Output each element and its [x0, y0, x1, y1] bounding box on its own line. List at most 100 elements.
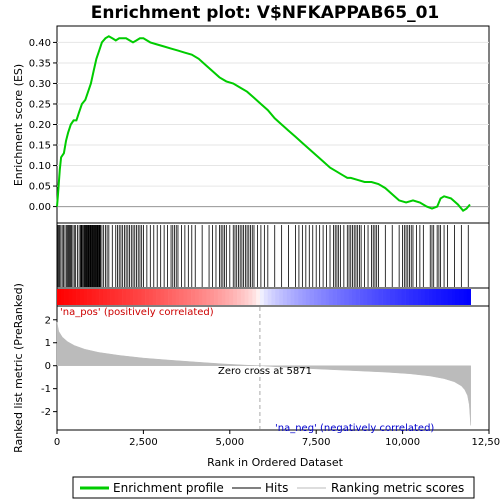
heatmap-cell [156, 289, 161, 305]
heatmap-cell [133, 289, 138, 305]
na-neg-label: 'na_neg' (negatively correlated) [275, 423, 434, 434]
heatmap-cell [129, 289, 134, 305]
heatmap-cell [210, 289, 215, 305]
heatmap-cell [110, 289, 115, 305]
es-tick-label: 0.40 [29, 38, 51, 49]
heatmap-cell [114, 289, 119, 305]
heatmap-cell [171, 289, 177, 305]
heatmap-cell [463, 289, 468, 305]
heatmap-cell [102, 289, 108, 305]
heatmap-cell [409, 289, 414, 305]
heatmap-cell [286, 289, 291, 305]
hit-marks [57, 225, 469, 287]
heatmap-cell [152, 289, 157, 305]
heatmap-cell [217, 289, 223, 305]
legend-box [72, 476, 475, 499]
heatmap-cell [359, 289, 364, 305]
heatmap-cell [179, 289, 184, 305]
metric-tick-label: 0 [45, 361, 51, 372]
metric-tick-label: 1 [45, 338, 51, 349]
heatmap-cell [363, 289, 368, 305]
heatmap-cell [267, 289, 272, 305]
heatmap-cell [466, 289, 471, 305]
heatmap-cell [76, 289, 81, 305]
es-y-axis-label: Enrichment score (ES) [12, 64, 25, 186]
heatmap-cell [371, 289, 376, 305]
es-tick-label: 0.25 [29, 99, 51, 110]
es-tick-label: 0.35 [29, 58, 51, 69]
heatmap-cell [60, 289, 65, 305]
heatmap-cell [382, 289, 387, 305]
heatmap-cell [145, 289, 150, 305]
heatmap-cell [405, 289, 410, 305]
heatmap-cell [72, 289, 77, 305]
x-axis-label: Rank in Ordered Dataset [207, 456, 344, 469]
heatmap-cell [451, 289, 456, 305]
heatmap-cell [106, 289, 111, 305]
heatmap-cell [325, 289, 330, 305]
heatmap-cell [221, 289, 226, 305]
ranked-metric-fill [56, 322, 471, 426]
heatmap-cell [125, 289, 131, 305]
heatmap-cell [263, 289, 268, 305]
na-pos-label: 'na_pos' (positively correlated) [60, 307, 214, 318]
es-tick-label: 0.30 [29, 79, 51, 90]
heatmap-cell [191, 289, 196, 305]
heatmap-cell [248, 289, 253, 305]
metric-tick-label: -1 [41, 384, 51, 395]
heatmap-cell [68, 289, 73, 305]
heatmap-cell [344, 289, 349, 305]
es-tick-label: 0.20 [29, 120, 51, 131]
metric-y-axis-label: Ranked list metric (PreRanked) [12, 283, 25, 453]
heatmap-cell [187, 289, 192, 305]
heatmap-cell [225, 289, 230, 305]
heatmap-cell [256, 289, 261, 305]
heatmap-cell [321, 289, 326, 305]
heatmap-cell [237, 289, 242, 305]
heatmap-cell [79, 289, 85, 305]
heatmap-cell [332, 289, 337, 305]
legend-enrichment-label: Enrichment profile [113, 481, 224, 495]
heatmap-cell [436, 289, 441, 305]
heatmap-cell [214, 289, 219, 305]
heatmap-cell [168, 289, 173, 305]
heatmap-cell [340, 289, 345, 305]
chart-title: Enrichment plot: V$NFKAPPAB65_01 [91, 3, 439, 23]
heatmap-cell [424, 289, 429, 305]
heatmap-cell [91, 289, 96, 305]
heatmap-cell [198, 289, 203, 305]
heatmap-cell [459, 289, 464, 305]
heatmap-cell [282, 289, 288, 305]
heatmap-cell [206, 289, 211, 305]
heatmap-cell [183, 289, 188, 305]
heatmap-cell [305, 289, 311, 305]
heatmap-cell [175, 289, 180, 305]
x-tick-label: 5,000 [215, 437, 244, 448]
x-tick-label: 12,500 [472, 437, 500, 448]
enrichment-profile-line [56, 35, 471, 213]
heatmap-cell [64, 289, 69, 305]
heatmap-cell [57, 289, 62, 305]
heatmap-cell [378, 289, 383, 305]
heatmap-cell [313, 289, 318, 305]
heatmap-cell [99, 289, 104, 305]
es-y-ticks: 0.00 0.05 0.10 0.15 0.20 0.25 0.30 0.35 0.40 [29, 38, 57, 213]
es-tick-label: 0.05 [29, 182, 51, 193]
heatmap-cell [164, 289, 169, 305]
heatmap-cell [355, 289, 360, 305]
heatmap-cell [229, 289, 234, 305]
enrichment-profile-series [56, 35, 471, 213]
es-tick-label: 0.15 [29, 141, 51, 152]
heatmap-cell [233, 289, 238, 305]
heatmap-cell [95, 289, 100, 305]
metric-tick-label: -2 [41, 407, 51, 418]
heatmap-cell [244, 289, 249, 305]
heatmap-cell [420, 289, 426, 305]
heatmap-cell [271, 289, 276, 305]
heatmap-cell [417, 289, 422, 305]
es-tick-label: 0.10 [29, 161, 51, 172]
heatmap-cell [317, 289, 322, 305]
ranked-metric-area [56, 307, 471, 429]
heatmap-cell [336, 289, 341, 305]
